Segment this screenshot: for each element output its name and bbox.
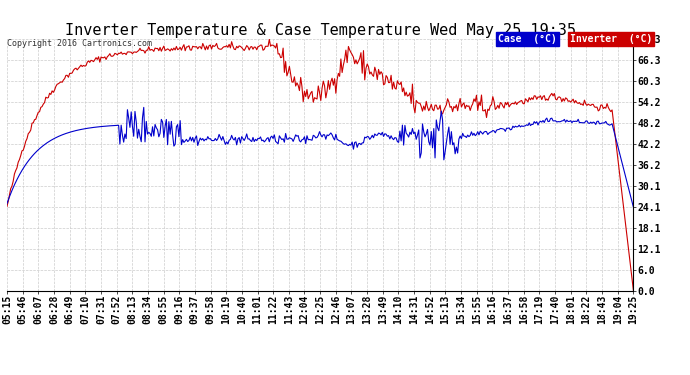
Text: Case  (°C): Case (°C) [498, 34, 557, 44]
Title: Inverter Temperature & Case Temperature Wed May 25 19:35: Inverter Temperature & Case Temperature … [65, 23, 575, 38]
Text: Copyright 2016 Cartronics.com: Copyright 2016 Cartronics.com [7, 39, 152, 48]
Text: Inverter  (°C): Inverter (°C) [570, 34, 652, 44]
